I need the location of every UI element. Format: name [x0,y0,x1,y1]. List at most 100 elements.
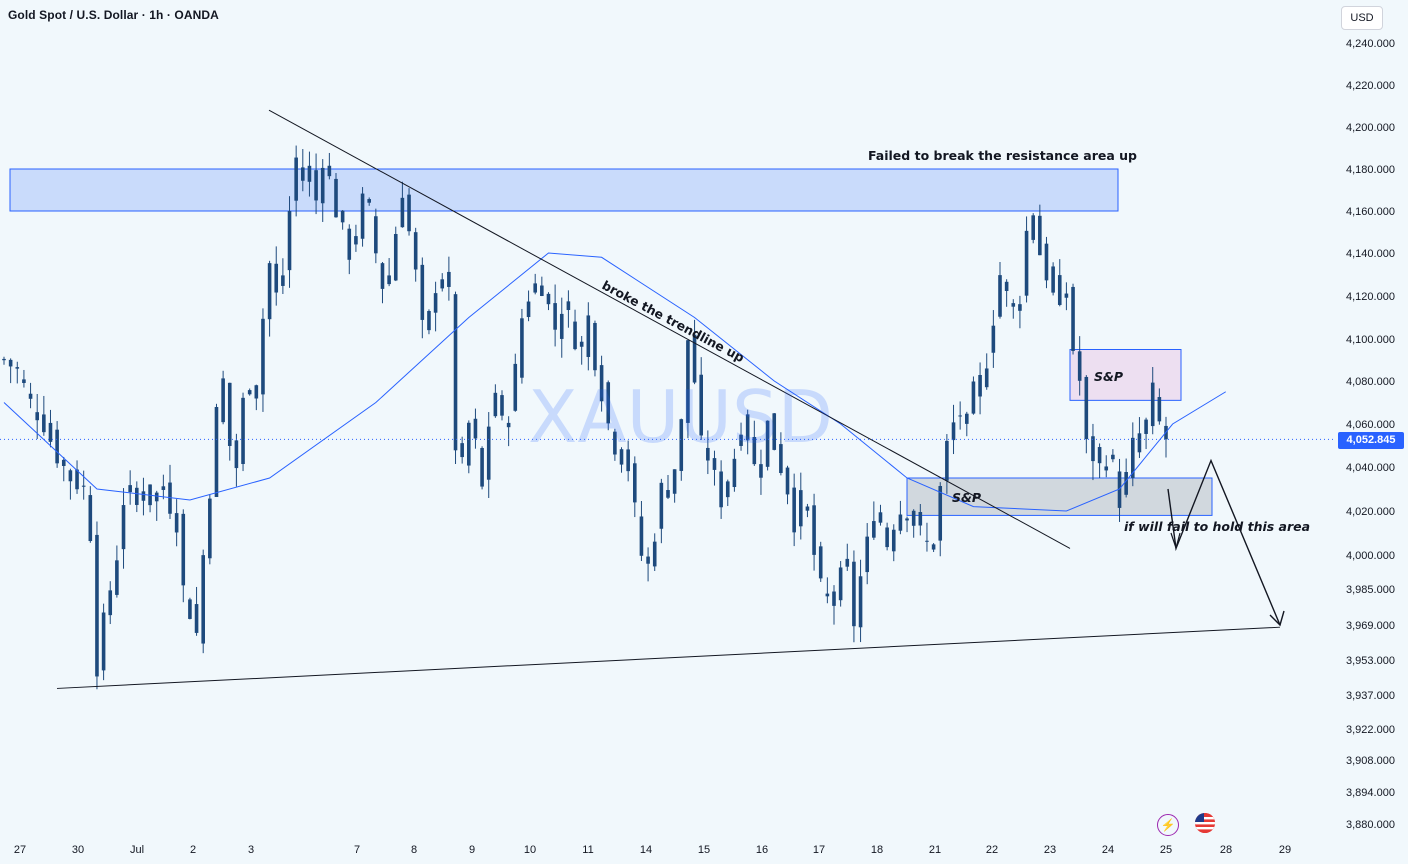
candle-body [865,536,869,573]
candle-body [1071,286,1075,351]
candle-body [1024,230,1029,296]
candle-body [420,264,425,320]
time-tick-label: 10 [524,844,536,856]
candle-body [174,513,179,533]
candle-body [194,604,199,633]
time-tick-label: 23 [1044,844,1056,856]
candle-body [267,263,272,320]
price-tick-label: 3,908.000 [1346,755,1395,767]
candle-body [978,374,982,397]
candle-body [161,486,166,490]
annotation-sp-lower: S&P [952,490,981,505]
candle-body [75,469,79,490]
candle-body [938,485,943,541]
time-tick-label: 7 [354,844,360,856]
candle-body [805,506,810,511]
time-tick-label: 18 [871,844,883,856]
candle-body [818,546,823,579]
candle-body [1051,266,1055,293]
candle-body [128,485,132,493]
time-tick-label: 30 [72,844,84,856]
annotation-trendline: broke the trendline up [600,277,747,365]
candle-body [712,458,717,470]
candle-body [1131,437,1135,478]
candle-body [765,420,770,467]
annotation-resistance: Failed to break the resistance area up [868,148,1137,163]
time-tick-label: 22 [986,844,998,856]
candle-body [101,612,106,671]
price-axis[interactable]: 4,240.000 4,220.000 4,200.000 4,180.000 4,16… [1346,38,1395,831]
time-axis[interactable]: 27 30 Jul 2 3 7 8 9 10 11 14 15 16 17 18 21 22 23 24 25 28 29 [14,844,1291,856]
candle-body [1150,382,1155,427]
time-tick-label: 9 [469,844,475,856]
candle-body [633,463,637,503]
price-tick-label: 3,953.000 [1346,655,1395,667]
candle-body [739,434,743,446]
candle-body [533,283,537,293]
candle-body [706,447,710,461]
candle-body [214,407,219,497]
candle-body [686,340,690,423]
price-tick-label: 3,922.000 [1346,724,1395,736]
candle-body [872,521,876,538]
projection-small-arrow [1170,532,1181,551]
candle-body [1084,376,1089,440]
candle-body [1117,471,1122,508]
projection-path [1167,458,1281,626]
candle-body [340,210,345,223]
price-tick-label: 4,140.000 [1346,248,1395,260]
candle-body [679,419,684,471]
candle-body [48,422,53,442]
candle-body [307,165,312,182]
candle-body [513,363,518,411]
candle-body [858,576,863,628]
projection-arrowhead [1269,610,1285,627]
resistance-zone [9,168,1119,212]
price-tick-label: 4,200.000 [1346,122,1395,134]
currency-selector[interactable]: USD [1341,6,1383,30]
time-tick-label: 14 [640,844,652,856]
candle-body [168,482,172,514]
candle-body [433,293,438,313]
candle-body [467,422,471,466]
candle-body [965,413,969,424]
candle-body [573,321,577,350]
candle-body [553,303,557,330]
candle-body [108,590,113,616]
time-tick-label: 28 [1220,844,1232,856]
price-tick-label: 3,985.000 [1346,584,1395,596]
candle-body [1124,472,1128,495]
candle-body [221,378,225,423]
candle-body [135,487,139,505]
candle-body [400,197,405,228]
candle-body [792,487,796,533]
candle-body [493,392,498,417]
candle-body [1091,436,1095,462]
price-tick-label: 4,000.000 [1346,550,1395,562]
candle-body [772,413,777,450]
ascending-support-line [56,626,1281,689]
candle-body [559,313,564,339]
price-tick-label: 4,040.000 [1346,462,1395,474]
time-tick-label: 17 [813,844,825,856]
time-tick-label: 21 [929,844,941,856]
candle-body [8,359,13,367]
candle-body [188,599,192,619]
candle-body [287,211,292,271]
lightning-icon[interactable]: ⚡ [1157,814,1179,836]
candle-body [752,436,757,465]
price-tick-label: 4,180.000 [1346,164,1395,176]
candle-body [22,379,26,383]
candle-body [387,275,391,285]
candle-body [506,422,511,428]
candle-body [227,382,232,446]
us-flag-icon[interactable] [1195,813,1215,833]
price-tick-label: 4,120.000 [1346,291,1395,303]
candle-body [35,412,39,421]
price-tick-label: 4,160.000 [1346,206,1395,218]
candle-body [898,514,903,531]
time-tick-label: 3 [248,844,254,856]
candle-body [154,492,159,502]
